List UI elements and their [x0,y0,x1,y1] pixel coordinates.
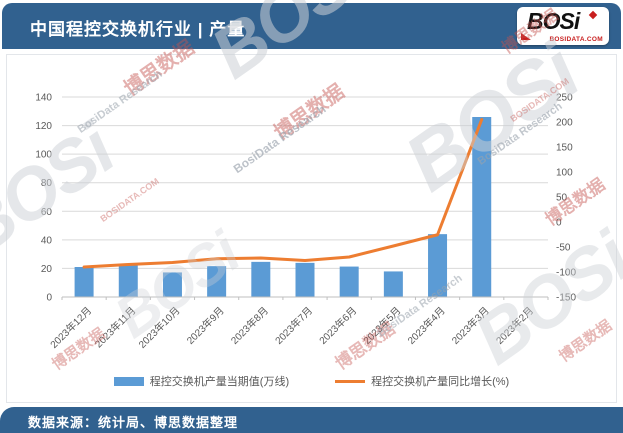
chart-frame [6,54,617,403]
page-title: 中国程控交换机行业 | 产量 [30,20,246,39]
bar [295,262,315,297]
legend-item-line-series: 程控交换机产量同比增长(%) [335,373,509,389]
logo-accent-icon [588,10,598,20]
right-axis-tick-label: 0 [556,218,562,229]
x-axis-category-label: 2023年7月 [272,304,315,347]
bar [339,266,359,297]
left-axis-tick-label: 80 [41,178,53,189]
right-axis-tick-label: -150 [556,293,576,304]
header-bar: 中国程控交换机行业 | 产量 BOSi BOSIDATA.COM [2,3,621,49]
right-axis-tick-label: -50 [556,243,571,254]
x-axis-category-label: 2023年4月 [405,304,448,347]
right-axis-tick-label: 50 [556,193,568,204]
x-axis-category-label: 2023年5月 [360,304,403,347]
x-axis-category-label: 2023年12月 [47,304,94,351]
logo-triangle-icon [521,33,531,40]
logo-domain: BOSIDATA.COM [549,36,603,43]
bar [207,266,227,297]
logo-wordmark: BOSi [527,8,580,34]
bar [383,271,403,297]
x-axis-category-label: 2023年9月 [184,304,227,347]
x-axis-category-label: 2023年10月 [136,304,183,351]
right-axis-tick-label: 250 [556,93,573,104]
x-axis-category-label: 2023年3月 [449,304,492,347]
footer-bar: 数据来源：统计局、博思数据整理 [0,407,623,433]
data-source-note: 数据来源：统计局、博思数据整理 [28,415,239,430]
left-axis-tick-label: 60 [41,207,53,218]
bar [472,117,492,297]
legend-item-bar-series: 程控交换机产量当期值(万线) [113,373,290,389]
bar [118,263,138,297]
bar [162,272,182,297]
growth-line [82,118,484,269]
left-axis-tick-label: 40 [41,235,53,246]
left-axis-tick-label: 0 [46,293,52,304]
bosi-logo: BOSi BOSIDATA.COM [517,7,609,45]
legend-label: 程控交换机产量同比增长(%) [371,376,510,388]
bar [251,261,271,297]
right-axis-tick-label: 150 [556,143,573,154]
chart-legend: 程控交换机产量当期值(万线) 程控交换机产量同比增长(%) [0,373,623,389]
bar [428,234,448,297]
bar-series-swatch-icon [113,376,144,386]
right-axis-tick-label: 200 [556,118,573,129]
line-series-swatch-icon [335,379,366,383]
x-axis-category-label: 2023年8月 [228,304,271,347]
x-axis-category-label: 2023年6月 [316,304,359,347]
left-axis-tick-label: 140 [35,93,52,104]
right-axis-tick-label: 100 [556,168,573,179]
left-axis-tick-label: 20 [41,264,53,275]
left-axis-tick-label: 100 [35,150,52,161]
x-axis-category-label: 2023年2月 [493,304,536,347]
left-axis-tick-label: 120 [35,121,52,132]
legend-label: 程控交换机产量当期值(万线) [149,376,290,388]
bar [74,267,94,297]
x-axis-category-label: 2023年11月 [92,304,138,350]
right-axis-tick-label: -100 [556,268,576,279]
